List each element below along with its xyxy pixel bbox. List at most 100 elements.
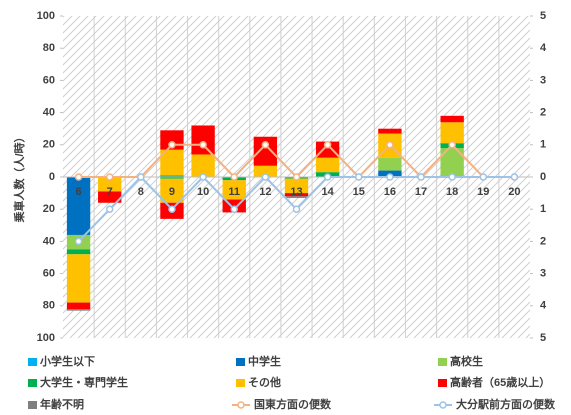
legend-swatch <box>438 358 447 366</box>
bar-segment <box>284 196 309 198</box>
legend-label: 小学生以下 <box>39 354 95 368</box>
legend-swatch <box>28 358 37 366</box>
bar-segment <box>440 122 464 144</box>
line-marker <box>448 141 456 149</box>
legend-swatch <box>438 379 447 387</box>
bar-segment <box>98 191 122 203</box>
line-marker <box>479 173 488 181</box>
x-tick-label: 12 <box>259 186 271 198</box>
legend-label: 年齢不明 <box>40 397 84 411</box>
line-marker <box>448 173 456 181</box>
x-tick-label: 18 <box>446 186 458 198</box>
line-marker <box>168 205 176 213</box>
line-marker <box>355 173 363 181</box>
x-tick-label: 16 <box>384 186 396 198</box>
bar-segment <box>66 309 91 311</box>
y-tick-label: 60 <box>43 268 55 280</box>
bar-segment <box>66 249 91 255</box>
y2-tick-label: 5 <box>540 10 546 22</box>
legend-swatch <box>236 379 245 387</box>
y-tick-label: 20 <box>43 139 55 151</box>
x-tick-label: 7 <box>107 186 113 198</box>
line-marker <box>74 173 83 181</box>
legend-swatch <box>439 401 447 409</box>
line-marker <box>168 141 176 149</box>
legend-swatch <box>28 401 37 409</box>
line-marker <box>105 173 114 181</box>
y-tick-label: 80 <box>43 300 55 312</box>
y-tick-label: 40 <box>43 107 55 119</box>
y-tick-label: 60 <box>43 74 55 86</box>
legend-label: 中学生 <box>248 354 281 368</box>
bar-segment <box>440 115 464 123</box>
line-marker <box>386 173 394 181</box>
x-tick-label: 19 <box>477 186 489 198</box>
line-marker <box>323 173 332 181</box>
x-tick-label: 17 <box>415 186 427 198</box>
bar-segment <box>160 149 184 176</box>
bar-segment <box>160 178 184 203</box>
bar-segment <box>160 175 184 177</box>
line-marker <box>292 205 301 213</box>
legend-label: 大分駅前方面の便数 <box>456 397 556 411</box>
y-tick-label: 40 <box>43 235 55 247</box>
y-tick-label: 100 <box>37 10 55 22</box>
bar-segment <box>191 154 215 177</box>
bar-segment <box>98 177 122 192</box>
bar-segment <box>440 148 464 177</box>
bar-segment <box>378 157 402 171</box>
line-marker <box>199 173 207 181</box>
legend-label: 高校生 <box>450 354 483 368</box>
y-tick-label: 100 <box>37 332 55 344</box>
bar-segment <box>284 178 309 194</box>
legend-label: その他 <box>248 375 281 389</box>
bar-segment <box>284 193 309 197</box>
legend-label: 国東方面の便数 <box>254 397 332 411</box>
bar-segment <box>315 141 340 158</box>
x-tick-label: 6 <box>76 186 82 198</box>
x-tick-label: 9 <box>169 186 175 198</box>
y-tick-label: 0 <box>49 171 55 183</box>
legend-label: 大学生・専門学生 <box>40 375 128 389</box>
y-axis-label: 乗車人数（人/時） <box>12 131 26 222</box>
bar-segment <box>66 302 91 310</box>
line-marker <box>230 173 238 181</box>
x-tick-label: 13 <box>290 186 302 198</box>
x-tick-label: 8 <box>138 186 144 198</box>
line-marker <box>199 141 207 149</box>
bar-segment <box>315 157 340 173</box>
bar-segment <box>66 254 91 303</box>
bar-segment <box>222 180 246 200</box>
x-tick-label: 15 <box>353 186 365 198</box>
bar-segment <box>253 136 278 166</box>
legend-swatch <box>28 379 37 387</box>
bar-segment <box>378 128 402 134</box>
y2-tick-label: 1 <box>540 139 546 151</box>
y-tick-label: 20 <box>43 203 55 215</box>
y2-tick-label: 3 <box>540 268 546 280</box>
legend-label: 高齢者（65歳以上） <box>450 375 550 389</box>
line-marker <box>230 205 238 213</box>
bar-segment <box>66 177 91 235</box>
bar-segment <box>191 125 215 155</box>
x-tick-label: 14 <box>322 186 335 198</box>
line-marker <box>74 237 83 246</box>
line-marker <box>386 141 394 149</box>
y2-tick-label: 3 <box>540 74 546 86</box>
bar-segment <box>160 177 184 179</box>
y2-tick-label: 2 <box>540 235 546 247</box>
legend-swatch <box>237 401 245 409</box>
line-marker <box>261 141 270 149</box>
y2-tick-label: 1 <box>540 203 546 215</box>
y2-tick-label: 5 <box>540 332 546 344</box>
x-tick-label: 11 <box>228 186 240 198</box>
x-tick-label: 10 <box>197 186 209 198</box>
y2-tick-label: 4 <box>540 42 547 54</box>
bar-segment <box>253 165 278 177</box>
line-marker <box>510 173 519 181</box>
line-marker <box>417 173 425 181</box>
y2-tick-label: 2 <box>540 107 546 119</box>
line-marker <box>261 173 270 181</box>
y2-tick-label: 4 <box>540 300 547 312</box>
